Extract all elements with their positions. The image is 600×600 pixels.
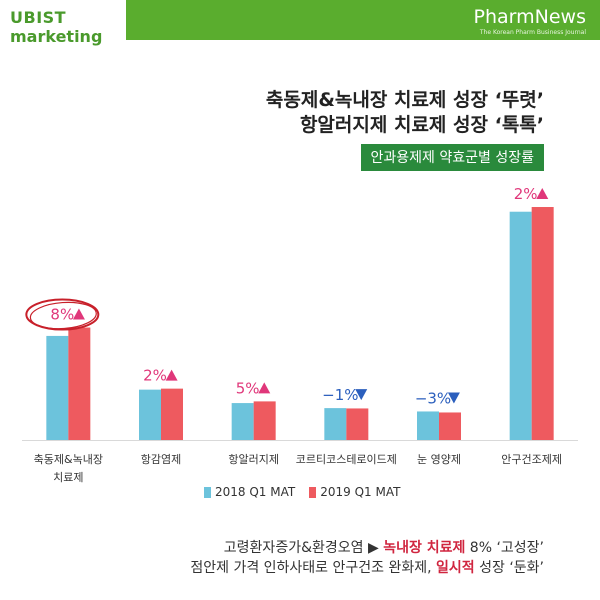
legend-label-2018: 2018 Q1 MAT bbox=[215, 485, 296, 499]
publisher-name: PharmNews bbox=[473, 6, 586, 28]
bar-2019 bbox=[346, 408, 369, 440]
growth-label: 2% bbox=[514, 185, 538, 203]
bar-2019 bbox=[68, 327, 91, 440]
bar-2018 bbox=[417, 411, 439, 440]
footer-line1-tail: 8% ‘고성장’ bbox=[465, 540, 544, 556]
brand-line1: UBIST bbox=[10, 8, 67, 27]
down-arrow-icon bbox=[355, 389, 368, 401]
publisher-tagline: The Korean Pharm Business Journal bbox=[479, 29, 586, 36]
bar-2019 bbox=[253, 401, 276, 440]
brand-logo: UBIST marketing bbox=[10, 8, 102, 46]
footer-line2: 점안제 가격 인하사태로 안구건조 완화제, 일시적 성장 ‘둔화’ bbox=[190, 558, 544, 578]
footer-line2-text: 점안제 가격 인하사태로 안구건조 완화제, bbox=[190, 560, 437, 576]
footer-line2-tail: 성장 ‘둔화’ bbox=[474, 560, 544, 576]
highlight-circle-stroke bbox=[29, 301, 97, 330]
down-arrow-icon bbox=[447, 392, 460, 404]
headline: 축동제&녹내장 치료제 성장 ‘뚜렷’ 항알러지제 치료제 성장 ‘톡톡’ bbox=[266, 88, 544, 138]
category-label: 축동제&녹내장 bbox=[34, 453, 103, 466]
up-arrow-icon bbox=[536, 188, 549, 200]
growth-label: 8% bbox=[50, 306, 74, 324]
legend-item-2019: 2019 Q1 MAT bbox=[309, 485, 400, 499]
bar-2019 bbox=[531, 207, 554, 440]
bar-2018 bbox=[324, 408, 347, 440]
footer-notes: 고령환자증가&환경오염 ▶ 녹내장 치료제 8% ‘고성장’ 점안제 가격 인하… bbox=[190, 538, 544, 578]
bar-2018 bbox=[46, 335, 69, 440]
subtitle-badge: 안과용제제 약효군별 성장률 bbox=[360, 144, 544, 171]
category-label: 항감염제 bbox=[141, 453, 181, 466]
legend-item-2018: 2018 Q1 MAT bbox=[204, 485, 295, 499]
up-arrow-icon bbox=[165, 369, 178, 381]
legend-label-2019: 2019 Q1 MAT bbox=[320, 485, 401, 499]
up-arrow-icon bbox=[258, 382, 271, 394]
bar-2018 bbox=[139, 389, 161, 440]
headline-line2: 항알러지제 치료제 성장 ‘톡톡’ bbox=[299, 114, 544, 136]
category-label: 치료제 bbox=[53, 471, 83, 484]
growth-label: −1% bbox=[322, 386, 358, 404]
bar-2019 bbox=[161, 388, 183, 440]
headline-line1: 축동제&녹내장 치료제 성장 ‘뚜렷’ bbox=[265, 89, 544, 111]
footer-line2-highlight: 일시적 bbox=[436, 560, 475, 576]
bar-2018 bbox=[231, 403, 254, 440]
category-label: 코르티코스테로이드제 bbox=[296, 453, 397, 466]
growth-label: 2% bbox=[143, 367, 167, 385]
category-label: 항알러지제 bbox=[228, 452, 279, 466]
category-label: 눈 영양제 bbox=[417, 453, 461, 466]
growth-label: 5% bbox=[236, 379, 260, 397]
up-arrow-icon bbox=[72, 308, 85, 320]
brand-line2: marketing bbox=[10, 27, 103, 46]
chart-legend: 2018 Q1 MAT 2019 Q1 MAT bbox=[204, 485, 400, 499]
footer-line1: 고령환자증가&환경오염 ▶ 녹내장 치료제 8% ‘고성장’ bbox=[190, 538, 544, 558]
footer-line1-text: 고령환자증가&환경오염 ▶ bbox=[223, 540, 384, 556]
legend-swatch-2019 bbox=[309, 486, 317, 498]
publisher-banner: PharmNews The Korean Pharm Business Jour… bbox=[126, 0, 600, 40]
growth-label: −3% bbox=[415, 389, 451, 407]
footer-line1-highlight: 녹내장 치료제 bbox=[383, 540, 466, 556]
category-label: 안구건조제제 bbox=[501, 453, 562, 466]
bar-2018 bbox=[509, 211, 532, 440]
legend-swatch-2018 bbox=[204, 486, 211, 498]
bar-2019 bbox=[439, 412, 461, 440]
highlight-circle bbox=[25, 298, 100, 331]
